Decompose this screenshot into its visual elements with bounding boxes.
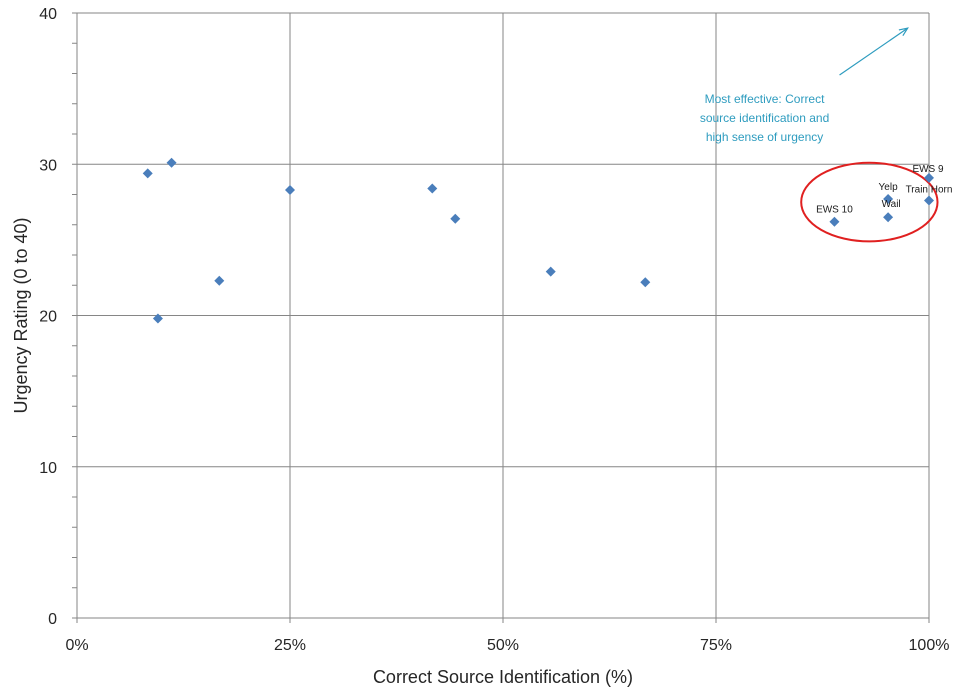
data-point	[166, 157, 177, 168]
y-tick-label: 30	[39, 157, 57, 174]
data-point	[152, 313, 163, 324]
data-point	[450, 213, 461, 224]
annotation-text-line: source identification and	[700, 111, 829, 125]
data-points	[142, 157, 934, 324]
y-tick-label: 40	[39, 6, 57, 23]
axes	[72, 12, 930, 623]
data-point	[214, 275, 225, 286]
y-tick-label: 10	[39, 460, 57, 477]
annotation: Most effective: Correct source identifica…	[700, 27, 909, 144]
data-point	[829, 216, 840, 227]
point-label: Train Horn	[906, 185, 953, 196]
data-point	[640, 277, 651, 288]
highlight-ellipse	[800, 161, 939, 243]
x-tick-label: 25%	[274, 637, 306, 654]
data-point	[545, 266, 556, 277]
tick-labels: 0 10 20 30 40 0% 25% 50% 75% 100%	[39, 6, 949, 654]
highlight-layer	[800, 161, 939, 243]
data-point	[142, 168, 153, 179]
point-label: EWS 9	[912, 164, 944, 175]
data-point	[883, 194, 894, 205]
x-tick-label: 0%	[65, 637, 88, 654]
data-point	[285, 184, 295, 195]
data-point	[924, 172, 934, 183]
x-tick-label: 75%	[700, 637, 732, 654]
x-tick-label: 100%	[909, 637, 950, 654]
point-label: Wail	[882, 199, 901, 210]
y-axis-title: Urgency Rating (0 to 40)	[11, 217, 31, 413]
point-label: Yelp	[879, 182, 899, 193]
x-axis-title: Correct Source Identification (%)	[373, 667, 633, 687]
annotation-arrow-head	[898, 27, 909, 37]
point-labels: EWS 10 Yelp Wail EWS 9 Train Horn	[816, 164, 952, 216]
point-label: EWS 10	[816, 205, 853, 216]
annotation-arrow-line	[839, 27, 909, 76]
data-point	[883, 212, 894, 223]
data-point	[924, 195, 934, 206]
data-point	[427, 183, 438, 194]
y-tick-label: 20	[39, 309, 57, 326]
x-tick-label: 50%	[487, 637, 519, 654]
annotation-text-line: Most effective: Correct	[705, 92, 825, 106]
y-tick-label: 0	[48, 611, 57, 628]
annotation-text-line: high sense of urgency	[706, 130, 823, 144]
